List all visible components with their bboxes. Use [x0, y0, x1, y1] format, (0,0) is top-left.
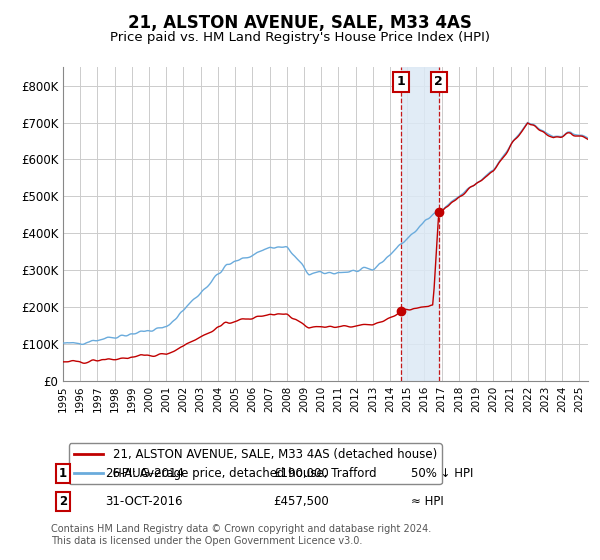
Bar [401, 67, 439, 381]
Legend: 21, ALSTON AVENUE, SALE, M33 4AS (detached house), HPI: Average price, detached : 21, ALSTON AVENUE, SALE, M33 4AS (detach… [69, 443, 442, 484]
Text: 50% ↓ HPI: 50% ↓ HPI [411, 466, 473, 480]
Text: 21, ALSTON AVENUE, SALE, M33 4AS: 21, ALSTON AVENUE, SALE, M33 4AS [128, 14, 472, 32]
Text: 1: 1 [59, 466, 67, 480]
Text: ≈ HPI: ≈ HPI [411, 494, 444, 508]
Text: 2: 2 [59, 494, 67, 508]
Text: £457,500: £457,500 [273, 494, 329, 508]
Text: £190,000: £190,000 [273, 466, 329, 480]
Text: Contains HM Land Registry data © Crown copyright and database right 2024.
This d: Contains HM Land Registry data © Crown c… [51, 524, 431, 546]
Text: 26-AUG-2014: 26-AUG-2014 [105, 466, 184, 480]
Text: 1: 1 [397, 76, 406, 88]
Text: Price paid vs. HM Land Registry's House Price Index (HPI): Price paid vs. HM Land Registry's House … [110, 31, 490, 44]
Text: 2: 2 [434, 76, 443, 88]
Text: 31-OCT-2016: 31-OCT-2016 [105, 494, 182, 508]
